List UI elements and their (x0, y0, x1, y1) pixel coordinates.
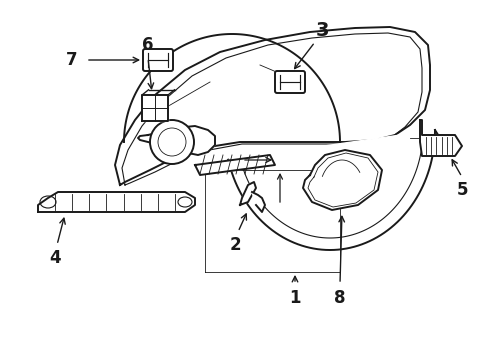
Polygon shape (240, 182, 256, 205)
Circle shape (150, 120, 194, 164)
Text: 6: 6 (142, 36, 154, 54)
Polygon shape (420, 120, 462, 156)
Text: 5: 5 (456, 181, 468, 199)
Polygon shape (228, 130, 435, 250)
Text: 4: 4 (49, 249, 61, 267)
Polygon shape (142, 95, 168, 121)
Polygon shape (38, 192, 195, 212)
Text: 8: 8 (334, 289, 346, 307)
Text: 7: 7 (66, 51, 78, 69)
Polygon shape (138, 126, 215, 155)
Polygon shape (115, 27, 430, 185)
Polygon shape (252, 192, 265, 212)
FancyBboxPatch shape (143, 49, 173, 71)
Text: 2: 2 (229, 236, 241, 254)
Text: 1: 1 (289, 289, 301, 307)
Polygon shape (195, 155, 275, 175)
Polygon shape (303, 150, 382, 210)
FancyBboxPatch shape (275, 71, 305, 93)
Text: 3: 3 (315, 21, 329, 40)
